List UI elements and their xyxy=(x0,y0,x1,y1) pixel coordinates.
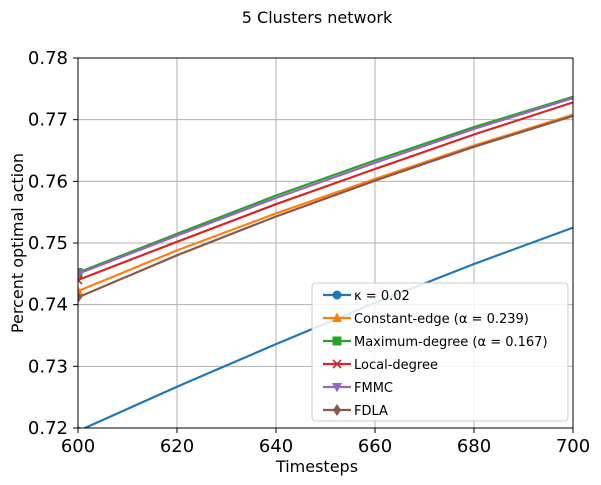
y-tick-label: 0.72 xyxy=(28,418,68,439)
y-tick-label: 0.77 xyxy=(28,110,68,131)
y-tick-label: 0.74 xyxy=(28,295,68,316)
x-tick-label: 660 xyxy=(358,436,392,457)
x-tick-label: 680 xyxy=(457,436,491,457)
legend-label: FDLA xyxy=(354,404,388,419)
series-point-3 xyxy=(78,275,83,285)
chart-title: 5 Clusters network xyxy=(242,8,393,27)
x-tick-label: 700 xyxy=(556,436,590,457)
legend-marker xyxy=(332,359,342,369)
y-axis-label: Percent optimal action xyxy=(8,153,27,333)
x-tick-label: 640 xyxy=(259,436,293,457)
series-line-2 xyxy=(78,95,573,274)
legend-label: κ = 0.02 xyxy=(354,289,410,304)
y-tick-label: 0.78 xyxy=(28,48,68,69)
legend: κ = 0.02 Constant-edge (α = 0.239) Maximum… xyxy=(311,282,569,422)
series-line-3 xyxy=(78,101,573,282)
legend-label: Constant-edge (α = 0.239) xyxy=(354,312,529,327)
legend-label: Maximum-degree (α = 0.167) xyxy=(354,335,548,350)
series-point-4 xyxy=(78,269,83,280)
series-point-5 xyxy=(78,291,82,304)
y-tick-label: 0.76 xyxy=(28,171,68,192)
x-tick-label: 620 xyxy=(160,436,194,457)
series-line-4 xyxy=(78,97,573,275)
legend-label: FMMC xyxy=(354,381,393,396)
series-point-1 xyxy=(78,285,83,296)
legend-box xyxy=(311,282,569,422)
legend-marker xyxy=(332,383,342,393)
x-tick-label: 600 xyxy=(61,436,95,457)
series-line-5 xyxy=(78,114,573,299)
series-line-1 xyxy=(78,113,573,293)
y-tick-label: 0.75 xyxy=(28,233,68,254)
y-tick-label: 0.73 xyxy=(28,356,68,377)
legend-marker xyxy=(332,312,342,322)
legend-marker xyxy=(332,336,342,346)
ticks: 600 620 640 660 680 700 0.72 0.73 0.74 0.75 0.76 0.… xyxy=(28,48,590,457)
legend-marker xyxy=(333,404,341,416)
legend-marker xyxy=(332,290,342,300)
legend-label: Local-degree xyxy=(354,358,438,373)
x-axis-label: Timesteps xyxy=(275,457,358,476)
